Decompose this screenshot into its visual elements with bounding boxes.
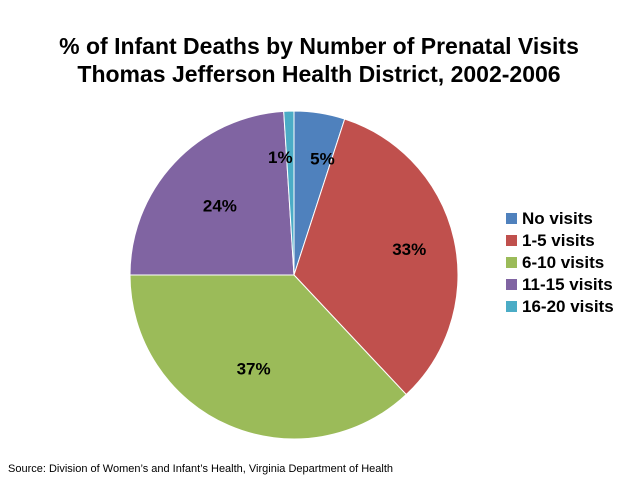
chart-title: % of Infant Deaths by Number of Prenatal… (59, 33, 579, 87)
chart-title-line-2: Thomas Jefferson Health District, 2002-2… (77, 61, 560, 87)
legend-label-11-15-visits: 11-15 visits (522, 275, 613, 294)
pie-slice-6-10-visits (129, 274, 407, 440)
legend-swatch-16-20-visits (506, 301, 517, 312)
pie-slice-16-20-visits (283, 110, 295, 276)
legend-item-11-15-visits: 11-15 visits (506, 275, 613, 294)
legend-item-16-20-visits: 16-20 visits (506, 297, 614, 316)
data-label-1-5-visits: 33% (392, 240, 426, 259)
pie-slice-1-5-visits (293, 118, 459, 396)
legend-label-6-10-visits: 6-10 visits (522, 253, 604, 272)
pie-slice-11-15-visits (129, 110, 295, 276)
legend-item-6-10-visits: 6-10 visits (506, 253, 604, 272)
legend-swatch-6-10-visits (506, 257, 517, 268)
legend-label-16-20-visits: 16-20 visits (522, 297, 614, 316)
legend-swatch-1-5-visits (506, 235, 517, 246)
data-label-16-20-visits: 1% (268, 148, 293, 167)
pie-data-labels: 5% 33% 37% 24% 1% (203, 148, 426, 378)
legend-label-no-visits: No visits (522, 209, 593, 228)
legend-swatch-11-15-visits (506, 279, 517, 290)
legend-item-1-5-visits: 1-5 visits (506, 231, 595, 250)
data-label-11-15-visits: 24% (203, 196, 237, 215)
pie-slices (129, 110, 459, 440)
legend-swatch-no-visits (506, 213, 517, 224)
data-label-6-10-visits: 37% (237, 359, 271, 378)
legend-label-1-5-visits: 1-5 visits (522, 231, 595, 250)
data-label-no-visits: 5% (310, 149, 335, 168)
legend: No visits 1-5 visits 6-10 visits 11-15 visi… (506, 209, 614, 316)
legend-item-no-visits: No visits (506, 209, 593, 228)
source-note: Source: Division of Women’s and Infant’s… (8, 463, 393, 475)
chart-title-line-1: % of Infant Deaths by Number of Prenatal… (59, 33, 579, 59)
